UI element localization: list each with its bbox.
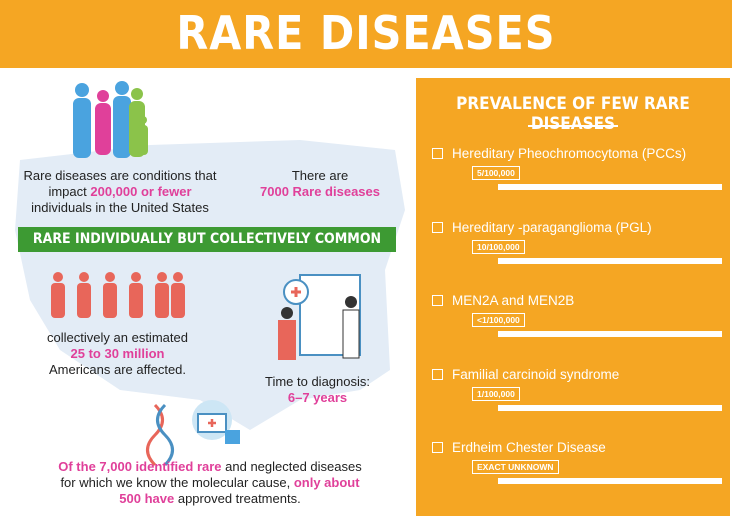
- affected: collectively an estimated 25 to 30 millio…: [47, 330, 188, 377]
- disease-item: Hereditary Pheochromocytoma (PCCs) 5/100,…: [432, 146, 727, 216]
- disease-name: Hereditary Pheochromocytoma (PCCs): [452, 146, 687, 161]
- prevalence-tag: EXACT UNKNOWN: [472, 460, 559, 474]
- banner: RARE INDIVIDUALLY BUT COLLECTIVELY COMMO…: [18, 227, 396, 252]
- check-icon: [432, 221, 443, 233]
- prevalence-bar: [498, 331, 722, 337]
- disease-name: Familial carcinoid syndrome: [452, 366, 620, 382]
- panel-title: PREVALENCE OF FEW RARE DISEASES: [456, 94, 690, 134]
- diagnosis: Time to diagnosis: 6–7 years: [264, 374, 370, 405]
- title: RARE DISEASES: [176, 6, 556, 60]
- map: [15, 140, 405, 430]
- disease-name: Hereditary -paraganglioma (PGL): [452, 219, 652, 235]
- count: There are 7000 Rare diseases: [260, 168, 380, 199]
- dna-kit: [146, 400, 240, 467]
- check-icon: [432, 442, 443, 453]
- clinic: [278, 274, 361, 360]
- prevalence-tag: 5/100,000: [472, 166, 520, 180]
- disease-item: Erdheim Chester Disease EXACT UNKNOWN: [432, 440, 727, 510]
- disease-item: Hereditary -paraganglioma (PGL) 10/100,00…: [432, 220, 727, 290]
- check-icon: [432, 295, 443, 306]
- definition: Rare diseases are conditions that impact…: [23, 168, 217, 215]
- check-icon: [432, 368, 443, 380]
- prevalence-tag: 1/100,000: [472, 386, 520, 401]
- header: [0, 0, 732, 68]
- prevalence-bar: [498, 184, 722, 190]
- prevalence-bar: [498, 404, 722, 411]
- prevalence-panel: [416, 78, 730, 516]
- disease-name: Erdheim Chester Disease: [452, 440, 606, 455]
- check-icon: [432, 148, 443, 159]
- treatments: Of the 7,000 identified rare and neglect…: [58, 459, 362, 506]
- prevalence-tag: 10/100,000: [472, 239, 525, 254]
- disease-name: MEN2A and MEN2B: [452, 293, 575, 308]
- prevalence-tag: <1/100,000: [472, 313, 525, 327]
- prevalence-bar: [498, 257, 722, 264]
- title-rule: [528, 125, 618, 127]
- illustrations: [15, 81, 405, 467]
- disease-item: MEN2A and MEN2B <1/100,000: [432, 293, 727, 363]
- prevalence-bar: [498, 478, 722, 484]
- people-group: [73, 81, 148, 158]
- disease-item: Familial carcinoid syndrome 1/100,000: [432, 367, 727, 437]
- red-people: [51, 272, 185, 318]
